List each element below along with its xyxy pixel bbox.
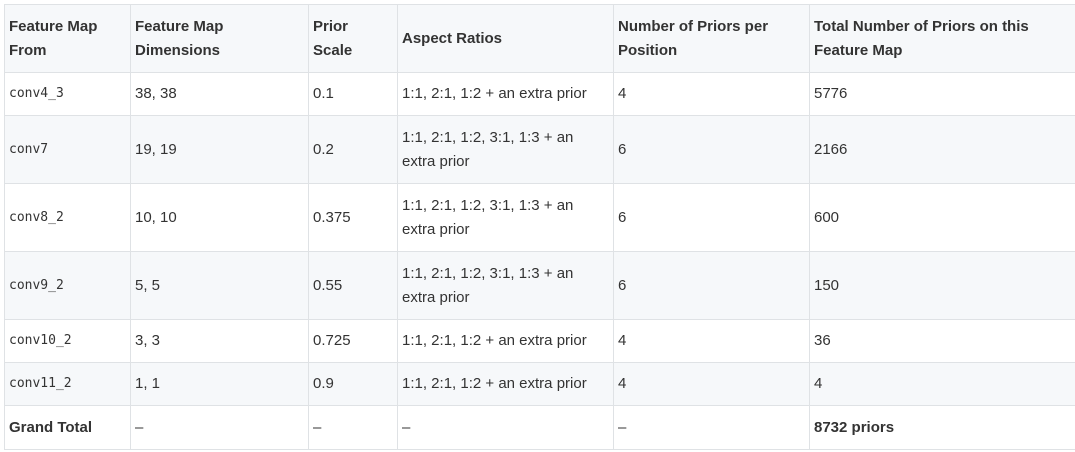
column-header-total-priors: Total Number of Priors on this Feature M… xyxy=(809,4,1075,73)
table-total-row: Grand Total – – – – 8732 priors xyxy=(4,405,1075,450)
column-header-feature-map-from: Feature Map From xyxy=(4,4,131,73)
cell-empty-dash: – xyxy=(613,405,810,450)
table-row: conv10_2 3, 3 0.725 1:1, 2:1, 1:2 + an e… xyxy=(4,319,1075,363)
cell-grand-total-value: 8732 priors xyxy=(809,405,1075,450)
cell-empty-dash: – xyxy=(397,405,614,450)
cell-dimensions: 10, 10 xyxy=(130,183,309,252)
cell-grand-total-label: Grand Total xyxy=(4,405,131,450)
cell-dimensions: 3, 3 xyxy=(130,319,309,363)
cell-empty-dash: – xyxy=(130,405,309,450)
cell-priors-per-position: 6 xyxy=(613,251,810,320)
cell-total-priors: 2166 xyxy=(809,115,1075,184)
cell-dimensions: 1, 1 xyxy=(130,362,309,406)
column-header-feature-map-dimensions: Feature Map Dimensions xyxy=(130,4,309,73)
column-header-prior-scale: Prior Scale xyxy=(308,4,398,73)
cell-dimensions: 5, 5 xyxy=(130,251,309,320)
cell-prior-scale: 0.55 xyxy=(308,251,398,320)
cell-total-priors: 5776 xyxy=(809,72,1075,116)
cell-total-priors: 150 xyxy=(809,251,1075,320)
cell-total-priors: 4 xyxy=(809,362,1075,406)
cell-aspect-ratios: 1:1, 2:1, 1:2, 3:1, 1:3 + an extra prior xyxy=(397,183,614,252)
table-row: conv4_3 38, 38 0.1 1:1, 2:1, 1:2 + an ex… xyxy=(4,72,1075,116)
cell-priors-per-position: 4 xyxy=(613,362,810,406)
cell-priors-per-position: 6 xyxy=(613,115,810,184)
cell-dimensions: 38, 38 xyxy=(130,72,309,116)
cell-aspect-ratios: 1:1, 2:1, 1:2, 3:1, 1:3 + an extra prior xyxy=(397,115,614,184)
table-row: conv11_2 1, 1 0.9 1:1, 2:1, 1:2 + an ext… xyxy=(4,362,1075,406)
cell-prior-scale: 0.725 xyxy=(308,319,398,363)
cell-priors-per-position: 4 xyxy=(613,72,810,116)
column-header-aspect-ratios: Aspect Ratios xyxy=(397,4,614,73)
table-row: conv8_2 10, 10 0.375 1:1, 2:1, 1:2, 3:1,… xyxy=(4,183,1075,252)
cell-prior-scale: 0.9 xyxy=(308,362,398,406)
cell-aspect-ratios: 1:1, 2:1, 1:2 + an extra prior xyxy=(397,72,614,116)
cell-empty-dash: – xyxy=(308,405,398,450)
column-header-priors-per-position: Number of Priors per Position xyxy=(613,4,810,73)
cell-dimensions: 19, 19 xyxy=(130,115,309,184)
table-row: conv9_2 5, 5 0.55 1:1, 2:1, 1:2, 3:1, 1:… xyxy=(4,251,1075,320)
cell-total-priors: 600 xyxy=(809,183,1075,252)
cell-aspect-ratios: 1:1, 2:1, 1:2 + an extra prior xyxy=(397,362,614,406)
cell-prior-scale: 0.375 xyxy=(308,183,398,252)
cell-feature-map: conv10_2 xyxy=(4,319,131,363)
cell-feature-map: conv4_3 xyxy=(4,72,131,116)
table-row: conv7 19, 19 0.2 1:1, 2:1, 1:2, 3:1, 1:3… xyxy=(4,115,1075,184)
cell-priors-per-position: 6 xyxy=(613,183,810,252)
cell-prior-scale: 0.1 xyxy=(308,72,398,116)
cell-prior-scale: 0.2 xyxy=(308,115,398,184)
prior-boxes-table: Feature Map From Feature Map Dimensions … xyxy=(4,4,1075,450)
cell-priors-per-position: 4 xyxy=(613,319,810,363)
cell-aspect-ratios: 1:1, 2:1, 1:2 + an extra prior xyxy=(397,319,614,363)
cell-feature-map: conv8_2 xyxy=(4,183,131,252)
cell-total-priors: 36 xyxy=(809,319,1075,363)
cell-aspect-ratios: 1:1, 2:1, 1:2, 3:1, 1:3 + an extra prior xyxy=(397,251,614,320)
cell-feature-map: conv11_2 xyxy=(4,362,131,406)
table-header-row: Feature Map From Feature Map Dimensions … xyxy=(4,4,1075,73)
cell-feature-map: conv7 xyxy=(4,115,131,184)
cell-feature-map: conv9_2 xyxy=(4,251,131,320)
